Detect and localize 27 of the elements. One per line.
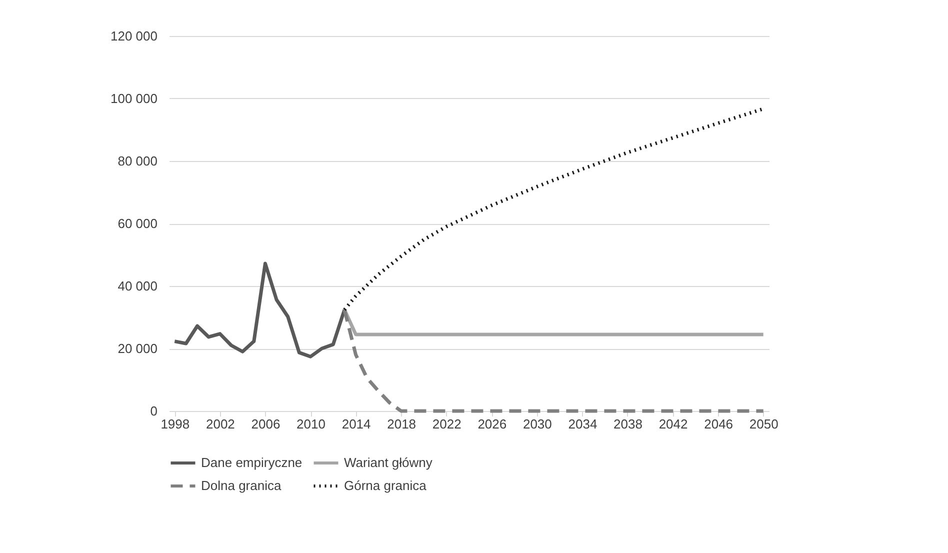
- x-tick-label: 2002: [206, 416, 235, 432]
- legend-label: Wariant główny: [344, 455, 433, 470]
- x-tick-label: 2026: [478, 416, 507, 432]
- x-tick-label: 2050: [749, 416, 778, 432]
- y-tick-label: 100 000: [110, 91, 158, 106]
- y-tick-label: 40 000: [118, 278, 158, 294]
- x-tick-label: 2022: [432, 416, 462, 432]
- x-tick-label: 2018: [387, 416, 416, 432]
- x-tick-label: 2042: [658, 416, 688, 432]
- y-tick-label: 20 000: [118, 341, 158, 356]
- x-tick-label: 2006: [251, 416, 280, 432]
- x-tick-label: 2046: [704, 416, 734, 432]
- x-tick-label: 2030: [522, 416, 552, 432]
- line-series: [342, 308, 766, 413]
- y-tick-label: 80 000: [118, 154, 158, 168]
- y-tick-label: 120 000: [110, 28, 158, 44]
- y-tick-label: 60 000: [118, 216, 158, 231]
- x-tick-label: 2034: [568, 416, 598, 432]
- y-tick-label: 0: [150, 404, 158, 418]
- legend-label: Dolna granica: [201, 478, 282, 493]
- x-tick-label: 1998: [160, 416, 190, 432]
- legend-label: Dane empiryczne: [201, 455, 302, 470]
- line-series: [172, 262, 346, 358]
- x-tick-label: 2010: [296, 416, 326, 432]
- x-tick-label: 2038: [614, 416, 642, 432]
- legend-label: Górna granica: [344, 478, 428, 493]
- x-tick-label: 2014: [342, 416, 371, 432]
